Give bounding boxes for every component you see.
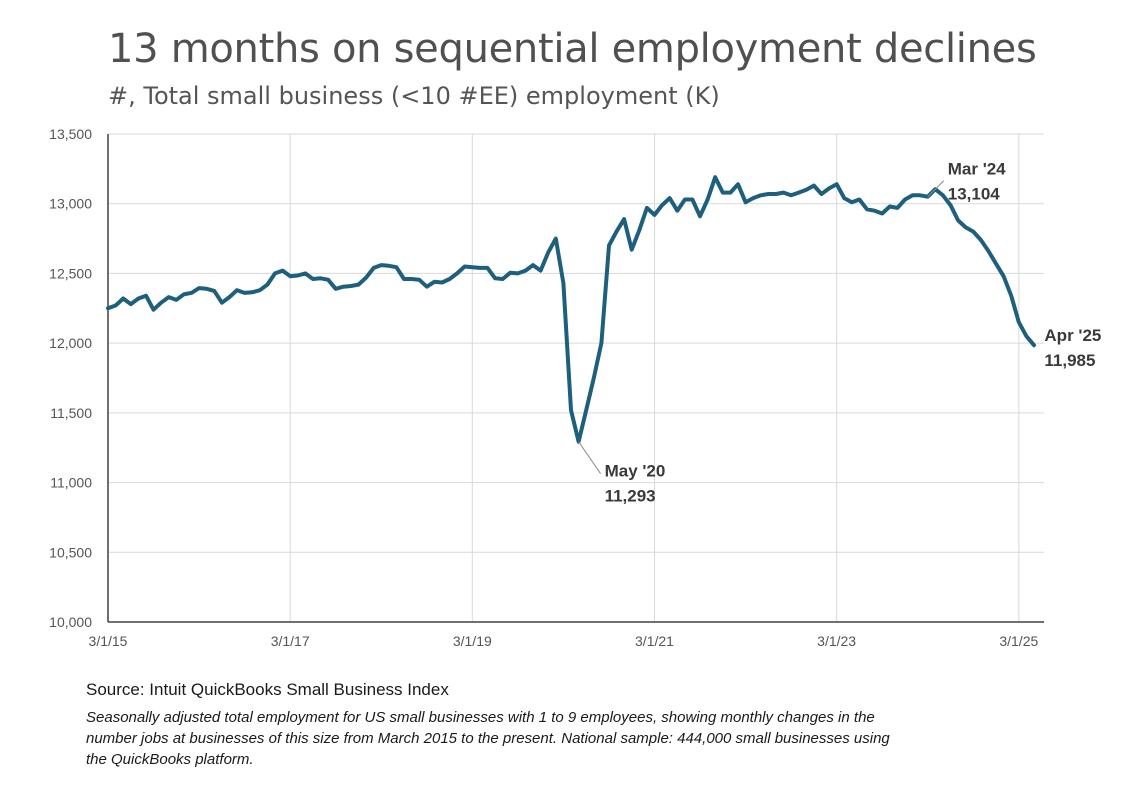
y-tick-label: 13,000 [49, 196, 92, 212]
y-tick-label: 11,500 [50, 405, 92, 421]
x-tick-label: 3/1/19 [453, 633, 492, 649]
y-tick-label: 10,000 [49, 614, 92, 630]
chart-title: 13 months on sequential employment decli… [108, 26, 1037, 72]
methodology-note: Seasonally adjusted total employment for… [86, 709, 890, 768]
y-tick-label: 13,500 [49, 126, 92, 142]
annotation-value: 11,293 [605, 487, 656, 506]
x-tick-label: 3/1/23 [817, 633, 856, 649]
annotation-label: Apr '25 [1044, 326, 1101, 345]
annotation-leader [578, 441, 602, 475]
annotation-value: 13,104 [948, 185, 1001, 204]
x-tick-label: 3/1/15 [89, 633, 128, 649]
source-text: Source: Intuit QuickBooks Small Business… [86, 680, 449, 699]
y-tick-label: 11,000 [50, 475, 92, 491]
x-tick-label: 3/1/21 [635, 633, 674, 649]
x-tick-label: 3/1/17 [271, 633, 310, 649]
annotation-value: 11,985 [1044, 351, 1095, 370]
y-tick-label: 10,500 [49, 544, 92, 560]
x-tick-label: 3/1/25 [999, 633, 1038, 649]
y-tick-label: 12,500 [49, 265, 92, 281]
y-tick-label: 12,000 [49, 335, 92, 351]
annotation-label: May '20 [605, 462, 666, 481]
annotation-leader [927, 180, 945, 198]
annotation-label: Mar '24 [948, 160, 1006, 179]
series-line [106, 175, 1036, 444]
chart-subtitle: #, Total small business (<10 #EE) employ… [108, 82, 720, 110]
